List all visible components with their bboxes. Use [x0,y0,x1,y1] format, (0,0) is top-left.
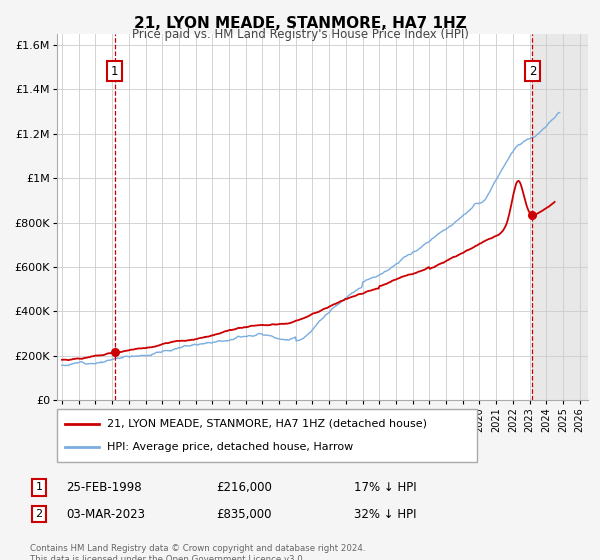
Text: 2: 2 [529,65,536,78]
Text: 17% ↓ HPI: 17% ↓ HPI [354,480,416,494]
Text: £216,000: £216,000 [216,480,272,494]
Text: 21, LYON MEADE, STANMORE, HA7 1HZ: 21, LYON MEADE, STANMORE, HA7 1HZ [134,16,466,31]
Text: £835,000: £835,000 [216,507,271,521]
Text: 03-MAR-2023: 03-MAR-2023 [66,507,145,521]
Text: 21, LYON MEADE, STANMORE, HA7 1HZ (detached house): 21, LYON MEADE, STANMORE, HA7 1HZ (detac… [107,419,427,429]
Text: 1: 1 [35,482,43,492]
Text: 2: 2 [35,509,43,519]
Text: Price paid vs. HM Land Registry's House Price Index (HPI): Price paid vs. HM Land Registry's House … [131,28,469,41]
Text: 1: 1 [111,65,118,78]
Text: 25-FEB-1998: 25-FEB-1998 [66,480,142,494]
Text: Contains HM Land Registry data © Crown copyright and database right 2024.
This d: Contains HM Land Registry data © Crown c… [30,544,365,560]
Text: HPI: Average price, detached house, Harrow: HPI: Average price, detached house, Harr… [107,442,353,452]
Text: 32% ↓ HPI: 32% ↓ HPI [354,507,416,521]
FancyBboxPatch shape [57,409,477,462]
Bar [532,34,588,400]
